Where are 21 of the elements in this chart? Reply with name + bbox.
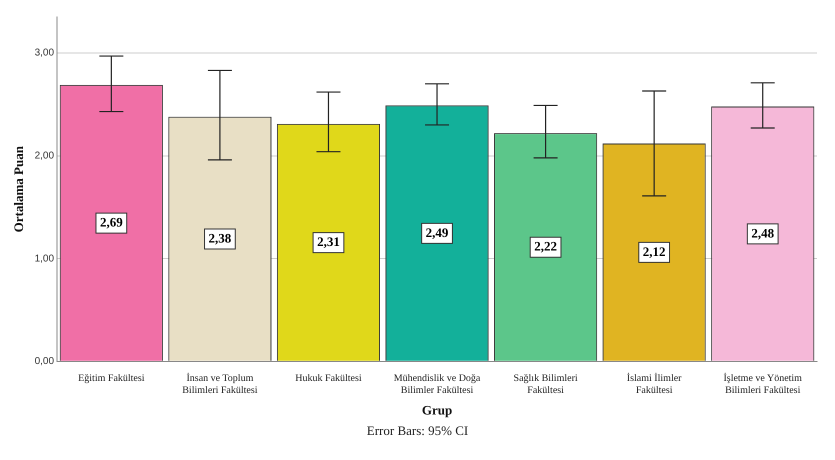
y-tick-label: 3,00 (34, 48, 54, 59)
data-label: 2,49 (426, 224, 449, 240)
x-tick-label: Sağlık Bilimleri Fakültesi (514, 373, 578, 396)
y-tick-label: 2,00 (34, 150, 54, 162)
x-tick-label: Hukuk Fakültesi (295, 373, 362, 384)
y-tick-label: 1,00 (34, 253, 54, 264)
x-tick-label: İnsan ve Toplum Bilimleri Fakültesi (182, 372, 258, 396)
data-label: 2,12 (642, 244, 666, 259)
data-label: 2,48 (751, 225, 775, 240)
data-label: 2,22 (534, 238, 557, 254)
data-label: 2,69 (100, 214, 124, 230)
data-label: 2,31 (317, 234, 340, 250)
y-tick-label: 0,00 (34, 356, 54, 368)
data-label: 2,38 (208, 230, 232, 246)
y-axis-title: Ortalama Puan (11, 145, 26, 232)
x-tick-label: İslami İlimler Fakültesi (626, 372, 682, 396)
x-axis-title: Grup (422, 402, 452, 418)
x-tick-label: Eğitim Fakültesi (78, 373, 145, 384)
x-tick-label: Mühendislik ve Doğa Bilimler Fakültesi (394, 373, 481, 396)
text: Error Bars: 95% CI (366, 423, 470, 439)
x-tick-label: İşletme ve Yönetim Bilimleri Fakültesi (723, 372, 802, 396)
